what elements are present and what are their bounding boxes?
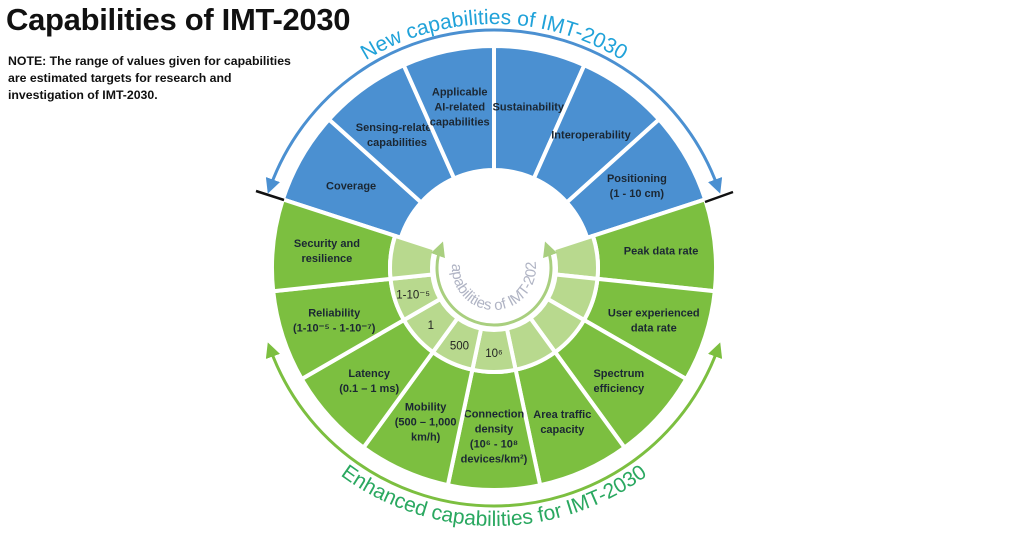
imt2020-arc-arrow xyxy=(430,241,558,327)
new-capability-label: Sensing-related capabilities xyxy=(356,122,439,149)
imt2020-value: 1-10⁻⁵ xyxy=(396,289,430,301)
imt2020-value: 1 xyxy=(428,320,434,332)
divider-tick-left xyxy=(255,189,285,202)
enhanced-capability-label: Connection density (10⁶ - 10⁸ devices/km²) xyxy=(461,409,528,466)
imt2020-value: 10⁶ xyxy=(485,348,503,360)
enhanced-capability-label: Reliability (1-10⁻⁵ - 1-10⁻⁷) xyxy=(293,307,376,334)
new-capability-label: Interoperability xyxy=(551,130,631,142)
enhanced-capability-label: Latency (0.1 – 1 ms) xyxy=(339,368,399,395)
new-capability-label: Applicable AI-related capabilities xyxy=(430,87,490,129)
note-text: NOTE: The range of values given for capa… xyxy=(8,54,291,102)
divider-tick-right xyxy=(704,190,734,204)
enhanced-capability-label: Mobility (500 – 1,000 km/h) xyxy=(395,401,457,443)
imt2020-segment xyxy=(388,233,438,282)
enhanced-capability-label: Area traffic capacity xyxy=(533,409,591,436)
new-capability-label: Sustainability xyxy=(493,102,565,114)
enhanced-capability-label: Peak data rate xyxy=(624,245,699,257)
imt2020-segment xyxy=(550,233,600,282)
imt2020-value: 500 xyxy=(450,341,469,353)
page-title: Capabilities of IMT-2030 xyxy=(6,2,351,37)
enhanced-capability-label: User experienced data rate xyxy=(608,307,700,334)
enhanced-capability-label: Spectrum efficiency xyxy=(593,368,645,395)
enhanced-capabilities-arc-arrow xyxy=(265,342,723,508)
new-capabilities-arc-arrow xyxy=(265,28,723,194)
new-capability-label: Coverage xyxy=(326,181,376,193)
enhanced-capability-label: Security and resilience xyxy=(294,238,360,265)
